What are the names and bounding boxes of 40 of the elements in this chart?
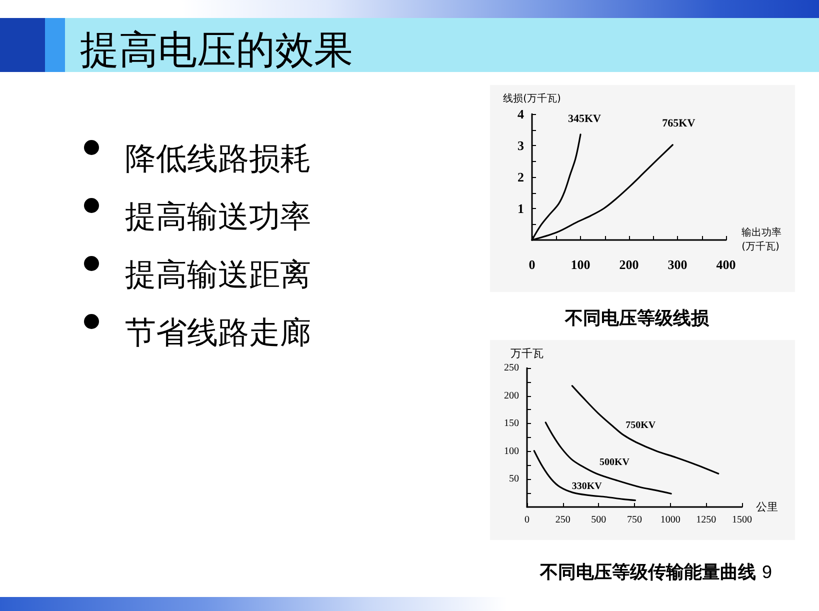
- line-series: [571, 384, 720, 474]
- line-series: [544, 422, 672, 494]
- text: 提高电压的效果: [80, 27, 353, 75]
- x-tick-label: 250: [555, 514, 570, 526]
- x-tick-label: 0: [528, 257, 536, 272]
- series-label: 750KV: [626, 420, 656, 432]
- x-tick-label: 1500: [732, 514, 752, 526]
- text: 不同电压等级线损: [565, 307, 709, 330]
- x-tick-label: 1000: [660, 514, 680, 526]
- y-tick-label: 2: [518, 170, 524, 184]
- y-tick-label: 100: [504, 446, 519, 457]
- text: 提高输送距离: [125, 257, 311, 294]
- series-label: 500KV: [600, 457, 630, 468]
- y-tick-label: 50: [509, 474, 519, 485]
- text: 不同电压等级传输能量曲线: [540, 561, 756, 584]
- y-axis-title: 万千瓦: [510, 347, 544, 360]
- y-tick-label: 4: [518, 106, 524, 122]
- y-tick-label: 250: [504, 362, 519, 374]
- x-tick-label: 100: [570, 257, 590, 272]
- y-tick-label: 150: [504, 418, 519, 430]
- x-tick-label: 750: [627, 514, 642, 526]
- x-tick-label: 1250: [696, 514, 716, 526]
- x-tick-label: 400: [716, 257, 736, 272]
- series-label: 330KV: [572, 481, 603, 492]
- y-tick-label: 3: [518, 138, 524, 153]
- x-axis-title: 公里: [756, 500, 778, 514]
- y-tick-label: 200: [504, 390, 519, 402]
- text: 降低线路损耗: [125, 141, 311, 178]
- text: 提高输送功率: [125, 199, 311, 236]
- y-axis-title: 线损(万千瓦): [503, 92, 561, 104]
- x-tick-label: 500: [591, 514, 606, 526]
- x-axis-title: 输出功率 (万千瓦): [742, 226, 782, 252]
- x-tick-label: 300: [668, 257, 688, 272]
- y-tick-label: 1: [518, 201, 524, 216]
- series-label: 765KV: [662, 117, 696, 130]
- x-tick-label: 0: [524, 514, 530, 526]
- x-tick-label: 200: [619, 257, 639, 272]
- text: 节省线路走廊: [125, 315, 311, 352]
- series-label: 345KV: [568, 112, 602, 125]
- text: 9: [762, 561, 772, 583]
